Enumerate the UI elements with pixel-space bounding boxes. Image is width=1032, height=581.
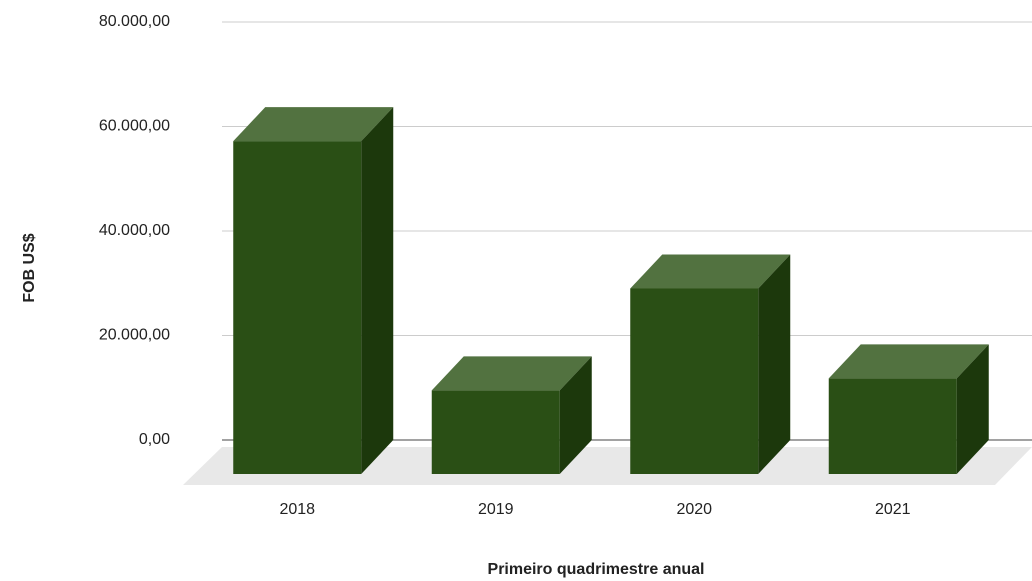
bar <box>233 107 394 475</box>
bar <box>630 254 791 474</box>
bar-side <box>758 254 791 474</box>
y-tick-label: 40.000,00 <box>99 222 170 239</box>
y-tick-label: 20.000,00 <box>99 327 170 344</box>
bar-top <box>431 356 592 391</box>
bar-side <box>361 107 394 474</box>
bar-front <box>630 288 759 474</box>
bar-top <box>233 107 394 142</box>
bar <box>431 356 592 474</box>
x-tick-label: 2021 <box>875 501 911 518</box>
bar-top <box>630 254 791 289</box>
bar-top <box>828 344 989 379</box>
bar-side <box>956 344 989 474</box>
bar-side <box>559 356 592 474</box>
y-tick-label: 0,00 <box>139 431 170 448</box>
x-tick-label: 2018 <box>279 501 315 518</box>
y-tick-label: 80.000,00 <box>99 13 170 30</box>
y-axis-title: FOB US$ <box>21 233 38 302</box>
bar <box>828 344 989 474</box>
bar-front <box>828 378 957 474</box>
floor <box>183 447 1032 485</box>
bar-front <box>233 141 362 475</box>
bar-front <box>431 390 560 474</box>
x-axis-title: Primeiro quadrimestre anual <box>488 561 705 578</box>
y-tick-label: 60.000,00 <box>99 118 170 135</box>
x-tick-label: 2020 <box>676 501 712 518</box>
x-tick-label: 2019 <box>478 501 514 518</box>
